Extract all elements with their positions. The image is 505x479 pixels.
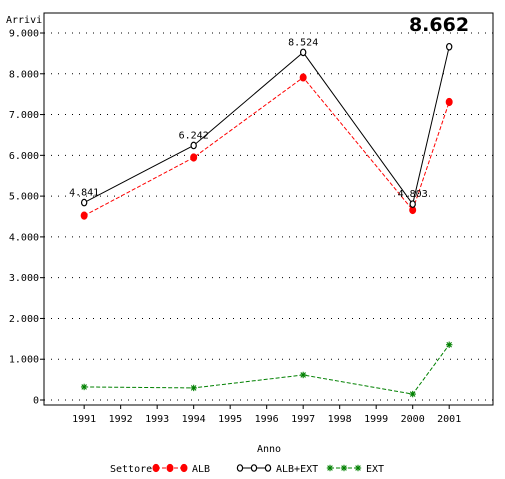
- legend-label: ALB: [192, 464, 210, 475]
- point-marker: [340, 464, 348, 472]
- star-stroke: [446, 341, 452, 348]
- x-tick-label: 1993: [145, 414, 169, 425]
- point-marker: [250, 464, 258, 472]
- legend-item-alb-ext: ALB+EXT: [236, 464, 318, 475]
- point-marker: [299, 371, 307, 379]
- x-tick-label: 1992: [109, 414, 133, 425]
- point-marker: [190, 141, 197, 150]
- highlight-label: 8.662: [409, 14, 469, 36]
- star-stroke: [190, 385, 197, 391]
- x-tick-label: 1991: [72, 414, 96, 425]
- point-marker: [445, 97, 453, 107]
- legend-item-alb: ALB: [152, 463, 210, 475]
- legend-items: ALB ALB+EXT EXT: [152, 463, 384, 475]
- point-marker: [326, 464, 334, 472]
- y-tick-label: 1.000: [9, 355, 39, 366]
- plot-frame: [43, 12, 494, 406]
- legend-title: Settore: [110, 464, 152, 475]
- y-tick-label: 8.000: [9, 69, 39, 80]
- point-marker: [299, 73, 307, 82]
- star-stroke: [409, 391, 416, 397]
- series-line-alb-ext: [83, 46, 450, 206]
- y-axis: 0 1.000 2.000 3.000 4.000 5.000 6.000 7.000 8.00…: [9, 29, 44, 407]
- y-tick-label: 2.000: [9, 314, 39, 325]
- point-marker: [264, 464, 272, 472]
- x-axis-title: Anno: [257, 444, 281, 455]
- y-tick-label: 3.000: [9, 273, 39, 284]
- y-tick-label: 9.000: [9, 29, 39, 40]
- point-marker: [180, 463, 188, 473]
- x-tick-label: 1996: [255, 414, 279, 425]
- x-tick-label: 1999: [364, 414, 388, 425]
- star-stroke: [81, 384, 87, 390]
- x-tick-label: 2000: [401, 414, 425, 425]
- y-tick-label: 0: [33, 396, 39, 407]
- data-label: 6.242: [179, 130, 209, 141]
- data-label: 4.841: [69, 188, 99, 199]
- point-marker: [409, 390, 416, 398]
- data-label: 8.524: [288, 37, 318, 48]
- x-tick-label: 1995: [218, 414, 242, 425]
- x-tick-label: 1997: [291, 414, 315, 425]
- series-layer: [80, 42, 453, 398]
- point-marker: [152, 463, 160, 473]
- legend-label: ALB+EXT: [276, 464, 318, 475]
- point-marker: [445, 341, 453, 348]
- y-axis-title: Arrivi: [6, 15, 42, 26]
- point-marker: [190, 153, 198, 162]
- y-tick-label: 5.000: [9, 192, 39, 203]
- data-label: 4.803: [398, 189, 428, 200]
- series-line-alb: [83, 76, 450, 217]
- series-alb-ext: [80, 42, 453, 208]
- legend-item-ext: EXT: [326, 464, 384, 475]
- star-stroke: [341, 465, 347, 471]
- y-tick-label: 7.000: [9, 110, 39, 121]
- y-tick-label: 6.000: [9, 151, 39, 162]
- point-marker: [236, 464, 244, 472]
- y-tick-label: 4.000: [9, 232, 39, 243]
- point-marker: [80, 211, 88, 220]
- x-tick-label: 2001: [437, 414, 461, 425]
- point-marker: [409, 200, 416, 208]
- x-tick-label: 1994: [182, 414, 206, 425]
- series-alb: [80, 73, 453, 220]
- series-ext: [80, 341, 453, 398]
- point-marker: [166, 463, 174, 473]
- x-tick-label: 1998: [328, 414, 352, 425]
- star-stroke: [327, 465, 333, 471]
- star-stroke: [300, 372, 306, 378]
- point-marker: [80, 198, 88, 207]
- data-labels: 4.841 6.242 8.524 4.803: [69, 37, 428, 200]
- point-marker: [354, 464, 362, 472]
- series-line-ext: [84, 344, 450, 395]
- x-axis: 1991 1992 1993 1994 1995 1996 1997 1998 1999 2000…: [72, 405, 461, 425]
- point-marker: [445, 42, 453, 51]
- legend: Settore ALB ALB+EXT EXT: [110, 463, 384, 475]
- point-marker: [80, 383, 88, 391]
- grid-layer: [44, 32, 493, 401]
- point-marker: [190, 384, 197, 392]
- star-stroke: [355, 465, 361, 471]
- legend-label: EXT: [366, 464, 384, 475]
- point-marker: [299, 48, 307, 57]
